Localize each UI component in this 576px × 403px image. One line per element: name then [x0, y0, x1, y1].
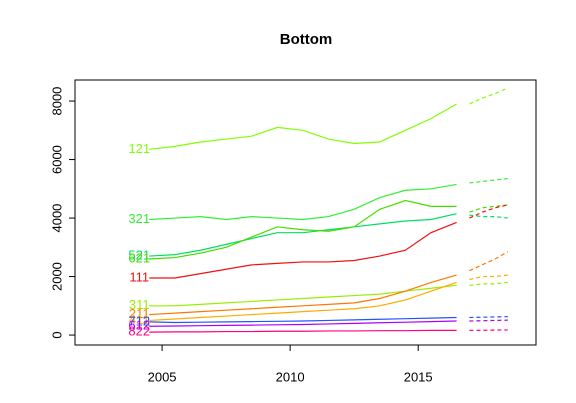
y-tick-label: 6000	[49, 145, 64, 174]
series-line	[149, 316, 457, 324]
forecast-line	[469, 319, 508, 322]
chart-title: Bottom	[280, 31, 333, 48]
forecast-line	[469, 251, 509, 272]
series-line	[149, 213, 457, 257]
x-tick-label: 2005	[148, 369, 177, 384]
series-label: 111	[129, 269, 149, 284]
series-line	[149, 199, 457, 260]
series-label: 612	[128, 318, 150, 333]
series-label: 822	[128, 324, 150, 339]
series-label: 712	[128, 313, 150, 328]
series-line	[149, 281, 457, 322]
series-label: 321	[128, 211, 150, 226]
y-tick-label: 4000	[49, 204, 64, 233]
forecast-line	[469, 281, 508, 286]
series-label: 121	[128, 141, 150, 156]
series-label: 621	[128, 250, 150, 265]
series-label: 311	[129, 297, 150, 312]
y-tick-label: 0	[49, 331, 64, 338]
series-line	[149, 274, 457, 316]
y-tick-label: 2000	[49, 262, 64, 291]
plot-box	[74, 79, 537, 346]
series-line	[149, 221, 457, 279]
forecast-line	[469, 204, 508, 219]
forecast-line	[469, 177, 508, 184]
series-label: 411	[129, 312, 150, 327]
y-tick-label: 8000	[49, 87, 64, 116]
x-tick-label: 2010	[276, 369, 305, 384]
series-line	[149, 103, 457, 150]
series-line	[149, 329, 457, 333]
series-label: 211	[129, 306, 150, 321]
forecast-line	[469, 274, 508, 281]
forecast-line	[469, 204, 508, 213]
series-line	[149, 320, 457, 327]
forecast-line	[469, 316, 508, 319]
series-label: 521	[128, 248, 150, 263]
series-line	[149, 284, 457, 307]
x-tick-label: 2015	[404, 369, 433, 384]
forecast-line	[469, 87, 509, 105]
series-line	[149, 183, 457, 221]
forecast-line	[469, 214, 508, 219]
